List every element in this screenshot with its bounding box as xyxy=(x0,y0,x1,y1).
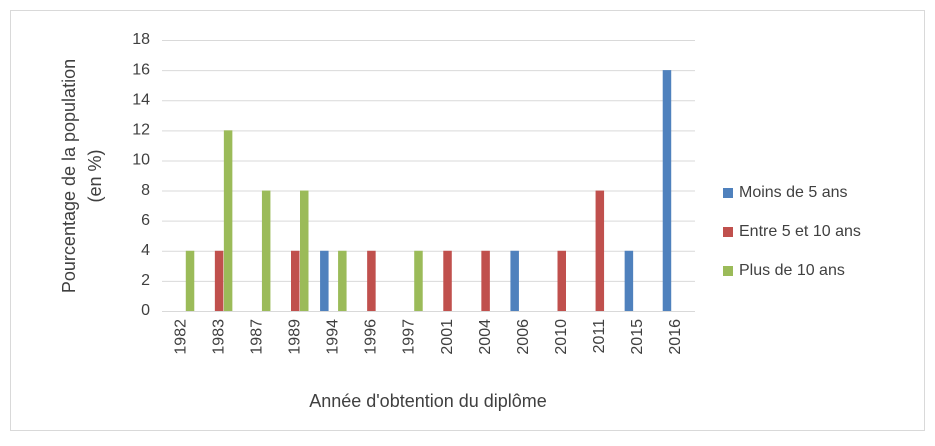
x-tick-label: 2004 xyxy=(477,319,494,355)
y-tick-label: 4 xyxy=(141,242,150,259)
x-axis-title: Année d'obtention du diplôme xyxy=(309,391,547,411)
bar xyxy=(300,190,309,311)
y-tick-label: 2 xyxy=(141,272,150,289)
x-tick-label: 2006 xyxy=(515,319,532,355)
y-tick-label: 16 xyxy=(132,61,150,78)
x-tick-label: 1983 xyxy=(210,319,227,355)
bar xyxy=(261,190,271,311)
bar xyxy=(338,250,347,311)
bar xyxy=(595,190,605,311)
bar xyxy=(443,250,452,311)
y-tick-label: 0 xyxy=(141,302,150,319)
legend-label: Entre 5 et 10 ans xyxy=(739,223,861,240)
y-tick-label: 10 xyxy=(132,152,150,169)
y-tick-label: 6 xyxy=(141,212,150,229)
bar xyxy=(214,250,224,311)
bar xyxy=(662,70,672,311)
x-tick-label: 1994 xyxy=(325,319,342,355)
bar xyxy=(624,250,634,311)
y-tick-label: 8 xyxy=(141,182,150,199)
y-tick-label: 18 xyxy=(132,31,150,48)
legend-swatch xyxy=(723,188,733,198)
y-axis-title: (en %) xyxy=(85,149,105,202)
bar xyxy=(557,250,566,311)
legend-label: Moins de 5 ans xyxy=(739,184,848,201)
chart-border xyxy=(10,10,925,431)
x-tick-label: 1997 xyxy=(401,319,418,355)
bar xyxy=(291,250,300,311)
x-tick-label: 2011 xyxy=(591,319,608,354)
x-tick-label: 1982 xyxy=(172,319,189,355)
bar xyxy=(510,250,519,311)
x-tick-label: 2010 xyxy=(553,319,570,355)
bar xyxy=(320,250,329,311)
bar xyxy=(367,250,376,311)
bar xyxy=(185,250,195,311)
x-tick-label: 1996 xyxy=(363,319,380,355)
legend-swatch xyxy=(723,227,733,237)
bar xyxy=(481,250,490,311)
x-tick-label: 1989 xyxy=(286,319,303,355)
y-tick-label: 12 xyxy=(132,122,150,139)
x-tick-label: 2015 xyxy=(629,319,646,355)
x-tick-label: 2016 xyxy=(667,319,684,355)
x-tick-label: 1987 xyxy=(248,319,265,355)
bar xyxy=(414,250,423,311)
bar xyxy=(223,130,233,311)
legend-label: Plus de 10 ans xyxy=(739,262,845,279)
legend-swatch xyxy=(723,266,733,276)
y-tick-label: 14 xyxy=(132,91,150,108)
x-tick-label: 2001 xyxy=(439,319,456,355)
y-axis-title: Pourcentage de la population xyxy=(59,59,79,293)
